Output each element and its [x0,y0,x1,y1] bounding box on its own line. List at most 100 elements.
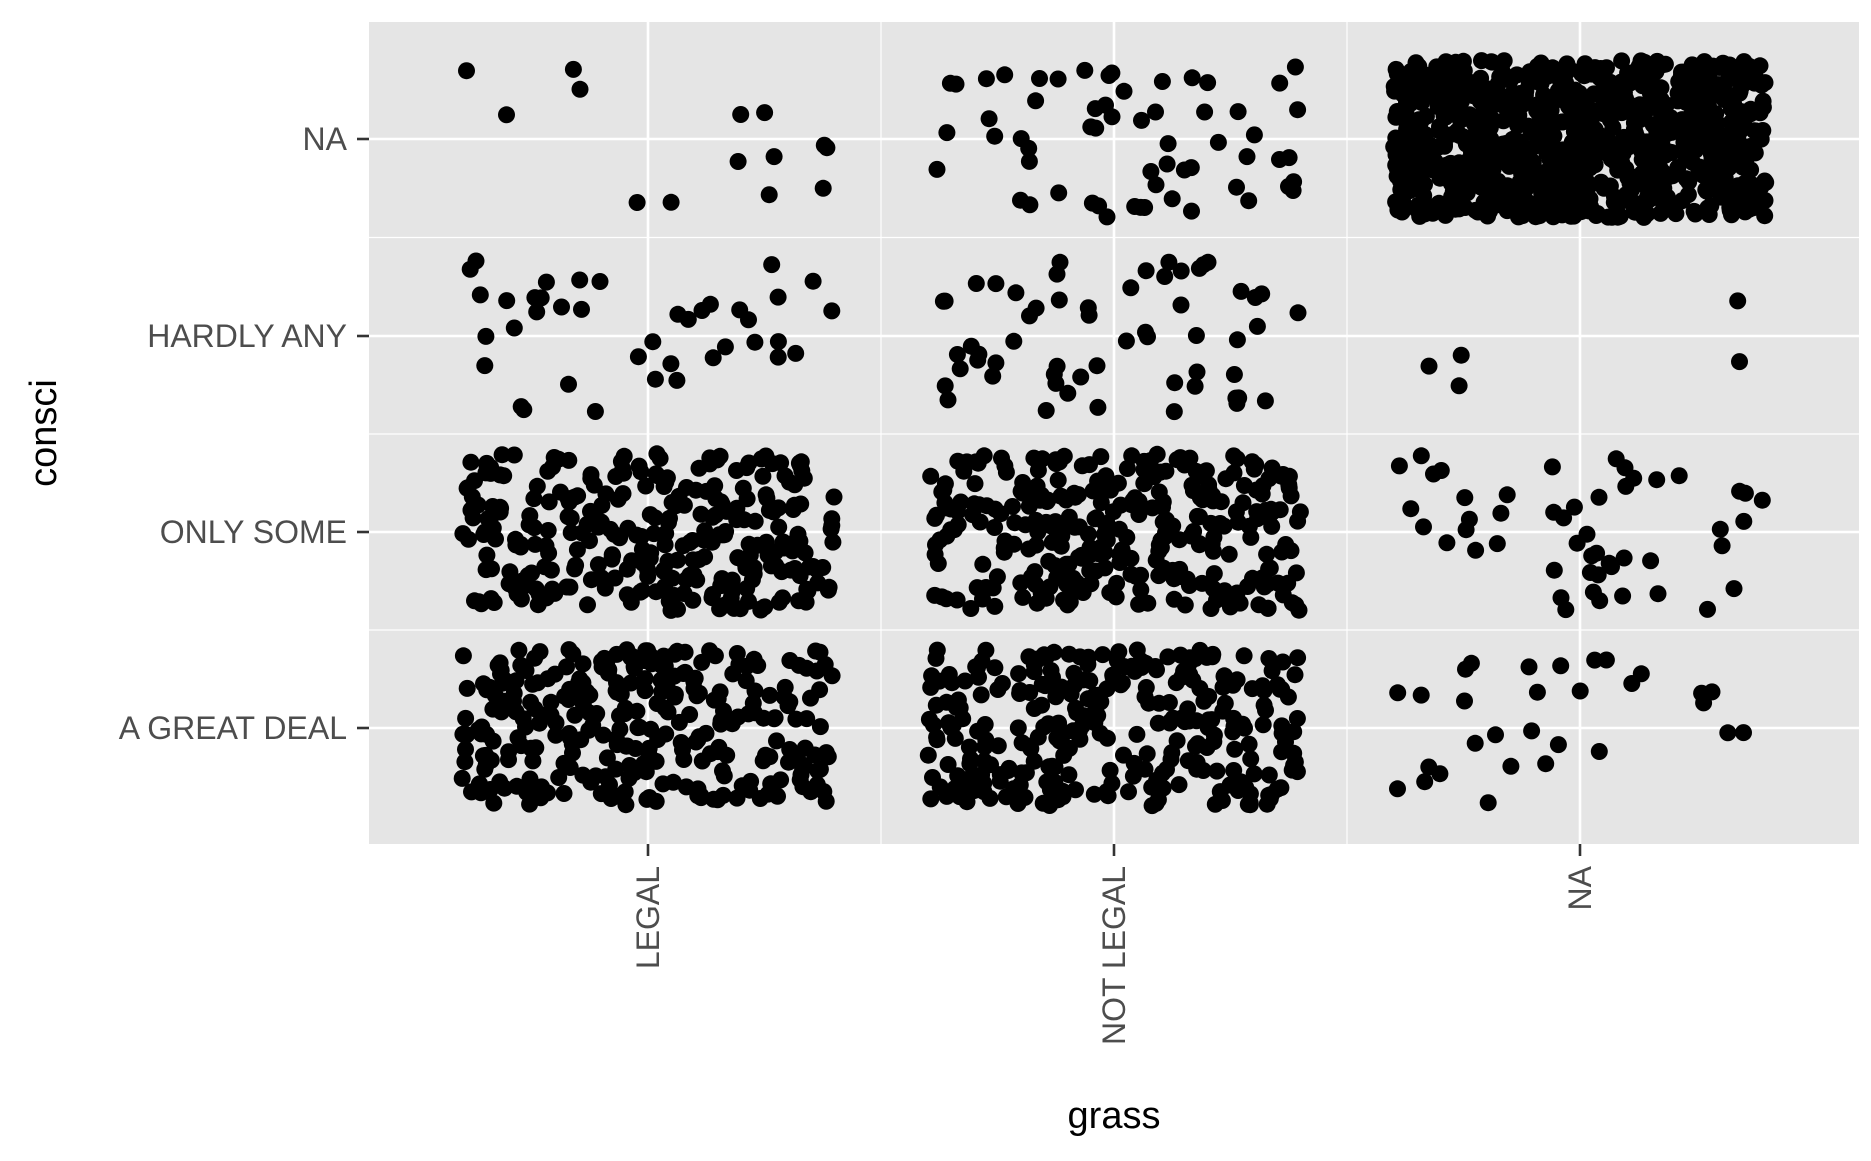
data-point [1157,462,1175,480]
data-point [824,533,842,551]
data-point [987,354,1005,372]
data-point [585,476,603,494]
data-point [644,333,662,351]
data-point [609,490,627,508]
data-point [1250,596,1268,614]
data-point [622,674,640,692]
data-point [939,756,957,773]
data-point [672,734,690,751]
data-point [453,769,471,787]
data-point [525,490,543,508]
data-point [477,561,495,579]
data-point [660,592,678,610]
data-point [1674,88,1692,106]
data-point [589,556,607,574]
data-point [1395,110,1413,128]
data-point [457,740,474,758]
data-point [1670,467,1688,485]
data-point [684,551,702,569]
data-point [637,477,655,495]
data-point [1103,64,1121,82]
data-point [1115,82,1133,100]
data-point [737,672,755,690]
data-point [1007,284,1025,302]
data-point [492,665,509,683]
data-point [922,790,940,808]
data-point [1051,732,1069,750]
data-point [628,194,646,211]
data-point [763,256,781,274]
data-point [568,541,586,559]
data-point [593,652,611,670]
data-point [1648,471,1666,489]
data-point [708,451,726,469]
data-point [798,659,816,677]
data-point [1456,692,1473,710]
data-point [769,288,787,306]
data-point [1632,52,1650,70]
data-point [1060,766,1078,784]
data-point [1068,574,1086,592]
data-point [1137,262,1155,280]
data-point [582,502,599,520]
data-point [527,580,545,598]
data-point [1740,200,1758,218]
data-point [796,544,814,562]
data-point [1420,357,1438,375]
data-point [640,739,658,757]
data-point [1187,737,1204,755]
data-point [1501,152,1518,169]
data-point [941,74,959,92]
data-point [758,489,776,507]
data-point [1061,593,1079,611]
data-point [746,333,764,351]
data-point [1059,384,1077,402]
data-point [943,674,961,692]
data-point [1028,594,1046,612]
data-point [560,375,577,393]
data-point [510,573,528,591]
data-point [589,518,607,536]
data-point [1664,167,1681,185]
data-point [1168,732,1186,750]
data-point [948,346,966,363]
data-point [472,595,490,613]
data-point [1549,736,1567,754]
data-point [685,673,703,690]
data-point [1600,554,1618,572]
data-point [1475,87,1493,105]
data-point [728,511,746,529]
data-point [703,589,721,607]
data-point [926,546,944,563]
data-point [1590,488,1608,506]
data-point [1614,587,1632,605]
data-point [1537,755,1555,773]
data-point [1188,363,1206,381]
data-point [507,703,525,721]
data-point [1457,660,1474,678]
data-point [1055,746,1073,764]
data-point [1138,745,1156,763]
data-point [1746,103,1764,121]
data-point [1581,190,1599,208]
data-point [1150,536,1168,554]
data-point [547,726,565,744]
data-point [725,599,743,617]
data-point [1009,719,1027,737]
data-point [1412,447,1430,465]
data-point [1735,724,1752,742]
data-point [974,590,991,608]
data-point [1241,794,1259,812]
data-point [1457,182,1475,200]
data-point [579,596,596,614]
data-point [991,772,1009,790]
data-point [1280,479,1298,497]
data-point [1753,491,1771,509]
data-point [1046,773,1064,791]
data-point [695,531,713,549]
data-point [1687,62,1705,80]
data-point [1205,726,1223,744]
data-point [1048,265,1066,283]
data-point [1175,662,1193,680]
data-point [537,537,555,555]
